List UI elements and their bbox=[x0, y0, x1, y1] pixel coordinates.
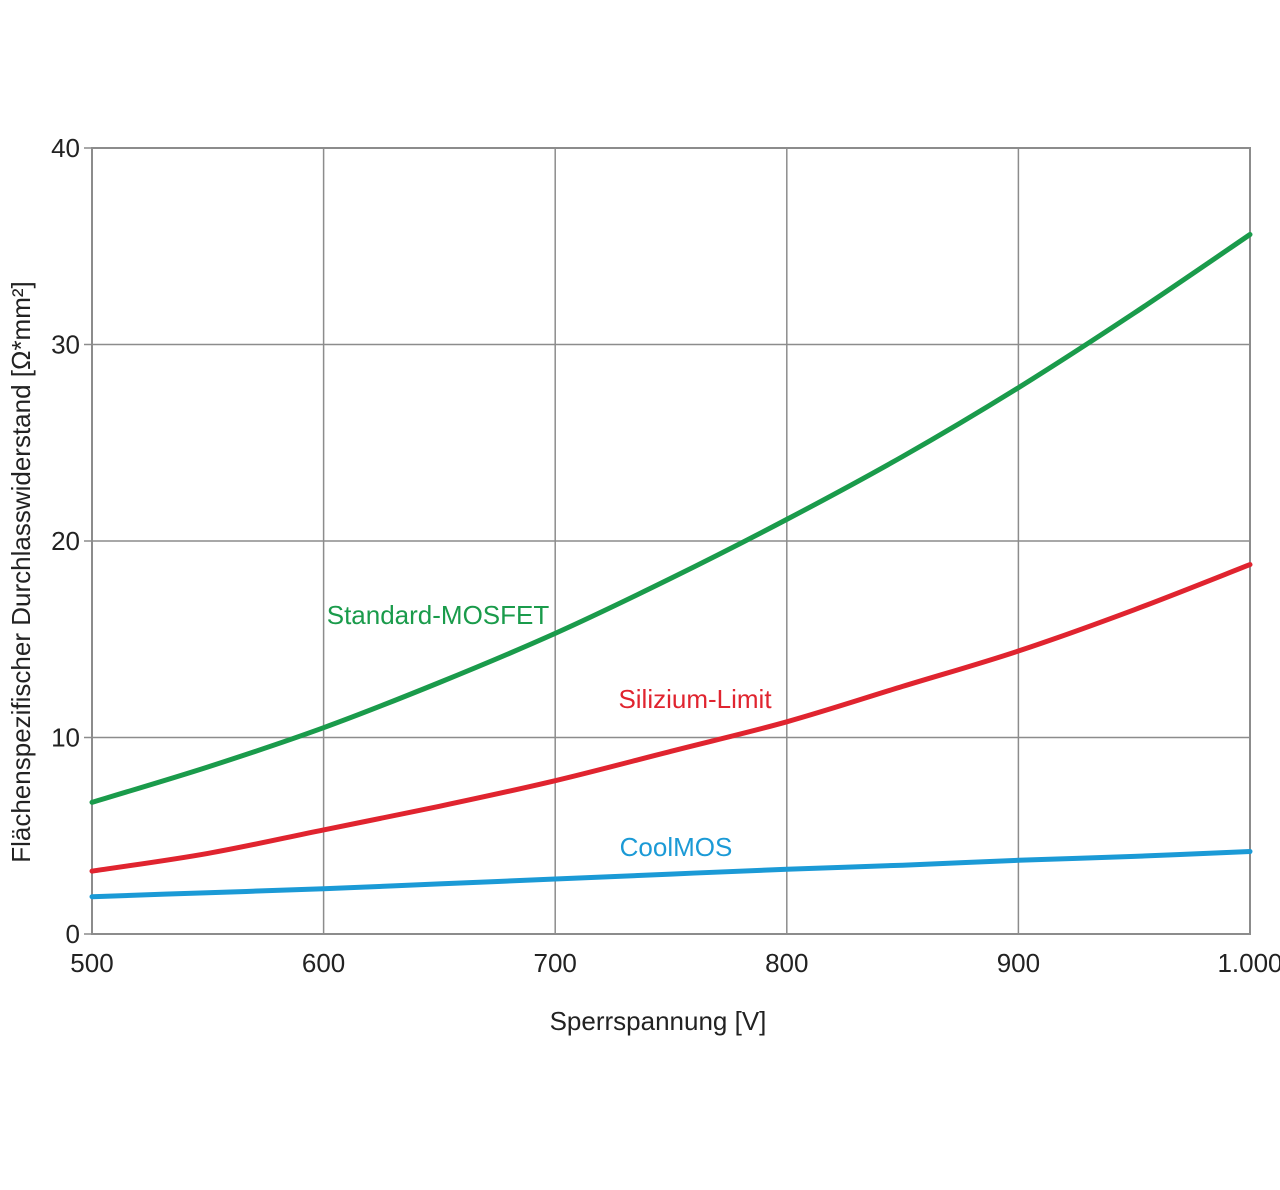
x-tick-label: 500 bbox=[70, 948, 113, 978]
x-tick-labels: 500 600 700 800 900 1.000 bbox=[70, 948, 1280, 978]
series-line-standard-mosfet bbox=[89, 232, 1253, 805]
y-tick-label: 10 bbox=[51, 723, 80, 753]
y-tick-label: 40 bbox=[51, 133, 80, 163]
y-tick-label: 20 bbox=[51, 526, 80, 556]
x-tick-label: 600 bbox=[302, 948, 345, 978]
series-label-silizium-limit: Silizium-Limit bbox=[618, 684, 772, 714]
series-label-coolmos: CoolMOS bbox=[620, 832, 733, 862]
x-axis-title: Sperrspannung [V] bbox=[550, 1006, 767, 1036]
y-tick-labels: 0 10 20 30 40 bbox=[51, 133, 80, 949]
series-lines bbox=[89, 232, 1253, 900]
y-tick-label: 30 bbox=[51, 330, 80, 360]
y-tick-label: 0 bbox=[66, 919, 80, 949]
x-tick-label: 900 bbox=[997, 948, 1040, 978]
series-labels: Standard-MOSFET Silizium-Limit CoolMOS bbox=[327, 600, 773, 862]
plot-frame bbox=[91, 147, 1251, 935]
series-line-coolmos bbox=[89, 849, 1253, 900]
x-tick-label: 1.000 bbox=[1217, 948, 1280, 978]
x-tick-label: 800 bbox=[765, 948, 808, 978]
grid bbox=[84, 147, 1251, 935]
series-line-silizium-limit bbox=[89, 562, 1253, 874]
series-label-standard-mosfet: Standard-MOSFET bbox=[327, 600, 550, 630]
y-axis-title: Flächenspezifischer Durchlasswiderstand … bbox=[6, 281, 36, 863]
x-tick-label: 700 bbox=[534, 948, 577, 978]
